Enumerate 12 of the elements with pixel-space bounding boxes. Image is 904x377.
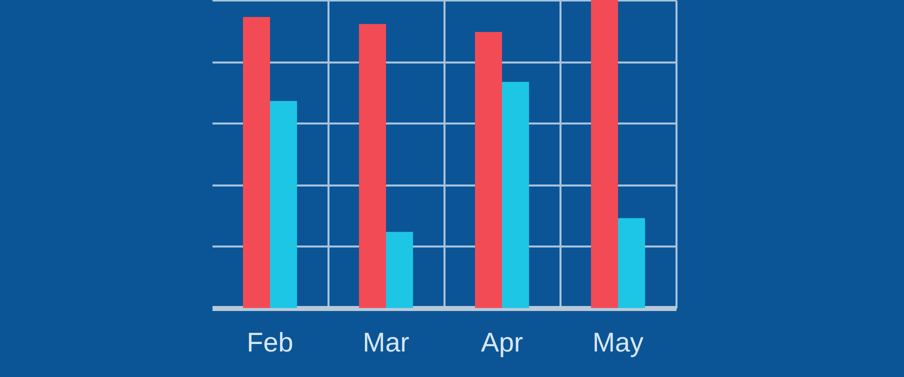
bar: [502, 82, 529, 308]
bar: [475, 32, 502, 308]
bar: [270, 101, 297, 308]
x-tick-label: Apr: [480, 328, 524, 358]
bar: [359, 24, 386, 308]
x-tick-label: Feb: [246, 328, 294, 358]
x-tick-label: May: [592, 328, 644, 358]
bar: [386, 232, 413, 308]
bar: [618, 218, 645, 308]
x-tick-label: Mar: [362, 328, 410, 358]
bar: [243, 16, 270, 308]
bar: [591, 0, 618, 308]
